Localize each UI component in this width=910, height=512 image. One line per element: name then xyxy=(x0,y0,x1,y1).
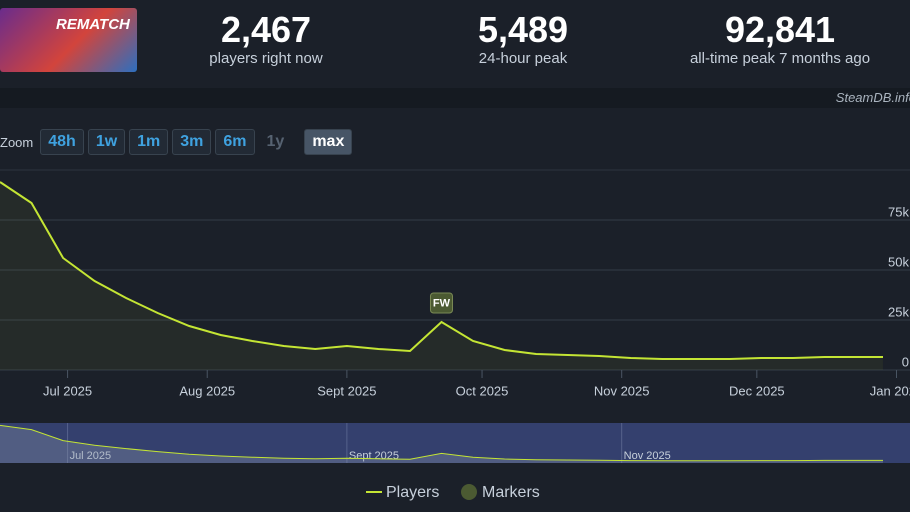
area xyxy=(0,182,883,370)
source: SteamDB.info xyxy=(835,90,910,105)
navigator-area xyxy=(0,425,883,463)
stat: 2,467 players right now xyxy=(146,9,386,68)
source-bar: SteamDB.info xyxy=(0,88,910,108)
x-tick-label: Dec 2025 xyxy=(729,383,785,398)
stat-label: 24-hour peak xyxy=(478,50,568,67)
navigator xyxy=(0,423,910,463)
stat-value: 2,467 xyxy=(220,9,312,50)
marker-label: FW xyxy=(433,297,451,309)
zoom-button[interactable]: 1y xyxy=(259,129,293,155)
stat-label: players right now xyxy=(209,50,323,67)
y-tick-label: 0 xyxy=(902,354,909,369)
zoom-button[interactable]: max xyxy=(304,129,353,155)
x-tick-label: Sept 2025 xyxy=(317,383,376,398)
zoom-button[interactable]: 48h xyxy=(40,129,84,155)
stat: 92,841 all-time peak 7 months ago xyxy=(660,9,900,68)
legend-marker xyxy=(461,484,477,500)
x-tick-label: Jan 2026 xyxy=(870,383,910,398)
stat-label: all-time peak 7 months ago xyxy=(689,50,871,67)
zoom-button[interactable]: 1w xyxy=(87,129,126,155)
game-logo: REMATCH xyxy=(56,16,130,33)
zoom-button[interactable]: 3m xyxy=(172,129,212,155)
players-line xyxy=(0,181,883,360)
zoom-button[interactable]: 1m xyxy=(129,129,169,155)
x-tick-label: Nov 2025 xyxy=(594,383,650,398)
y-tick-label: 75k xyxy=(888,204,909,219)
y-tick-label: 25k xyxy=(888,304,909,319)
legend-label: Players xyxy=(386,484,439,501)
stat-value: 92,841 xyxy=(724,9,836,50)
stat-value: 5,489 xyxy=(477,9,569,50)
navigator-label: Nov 2025 xyxy=(624,450,671,462)
zoom-button[interactable]: 6m xyxy=(215,129,255,155)
legend-label: Markers xyxy=(482,484,540,501)
stat: 5,489 24-hour peak xyxy=(403,9,643,68)
x-tick-label: Aug 2025 xyxy=(179,383,235,398)
marker xyxy=(429,292,453,314)
game-thumbnail: REMATCH xyxy=(0,8,137,72)
zoom-label: Zoom xyxy=(0,134,34,150)
x-tick-label: Jul 2025 xyxy=(43,383,92,398)
navigator-label: Jul 2025 xyxy=(70,450,112,462)
x-tick-label: Oct 2025 xyxy=(456,383,509,398)
y-tick-label: 50k xyxy=(888,254,909,269)
zoom-bar: Zoom 48h 1w 1m 3m 6m 1y max xyxy=(0,129,353,155)
navigator-line xyxy=(0,424,883,462)
